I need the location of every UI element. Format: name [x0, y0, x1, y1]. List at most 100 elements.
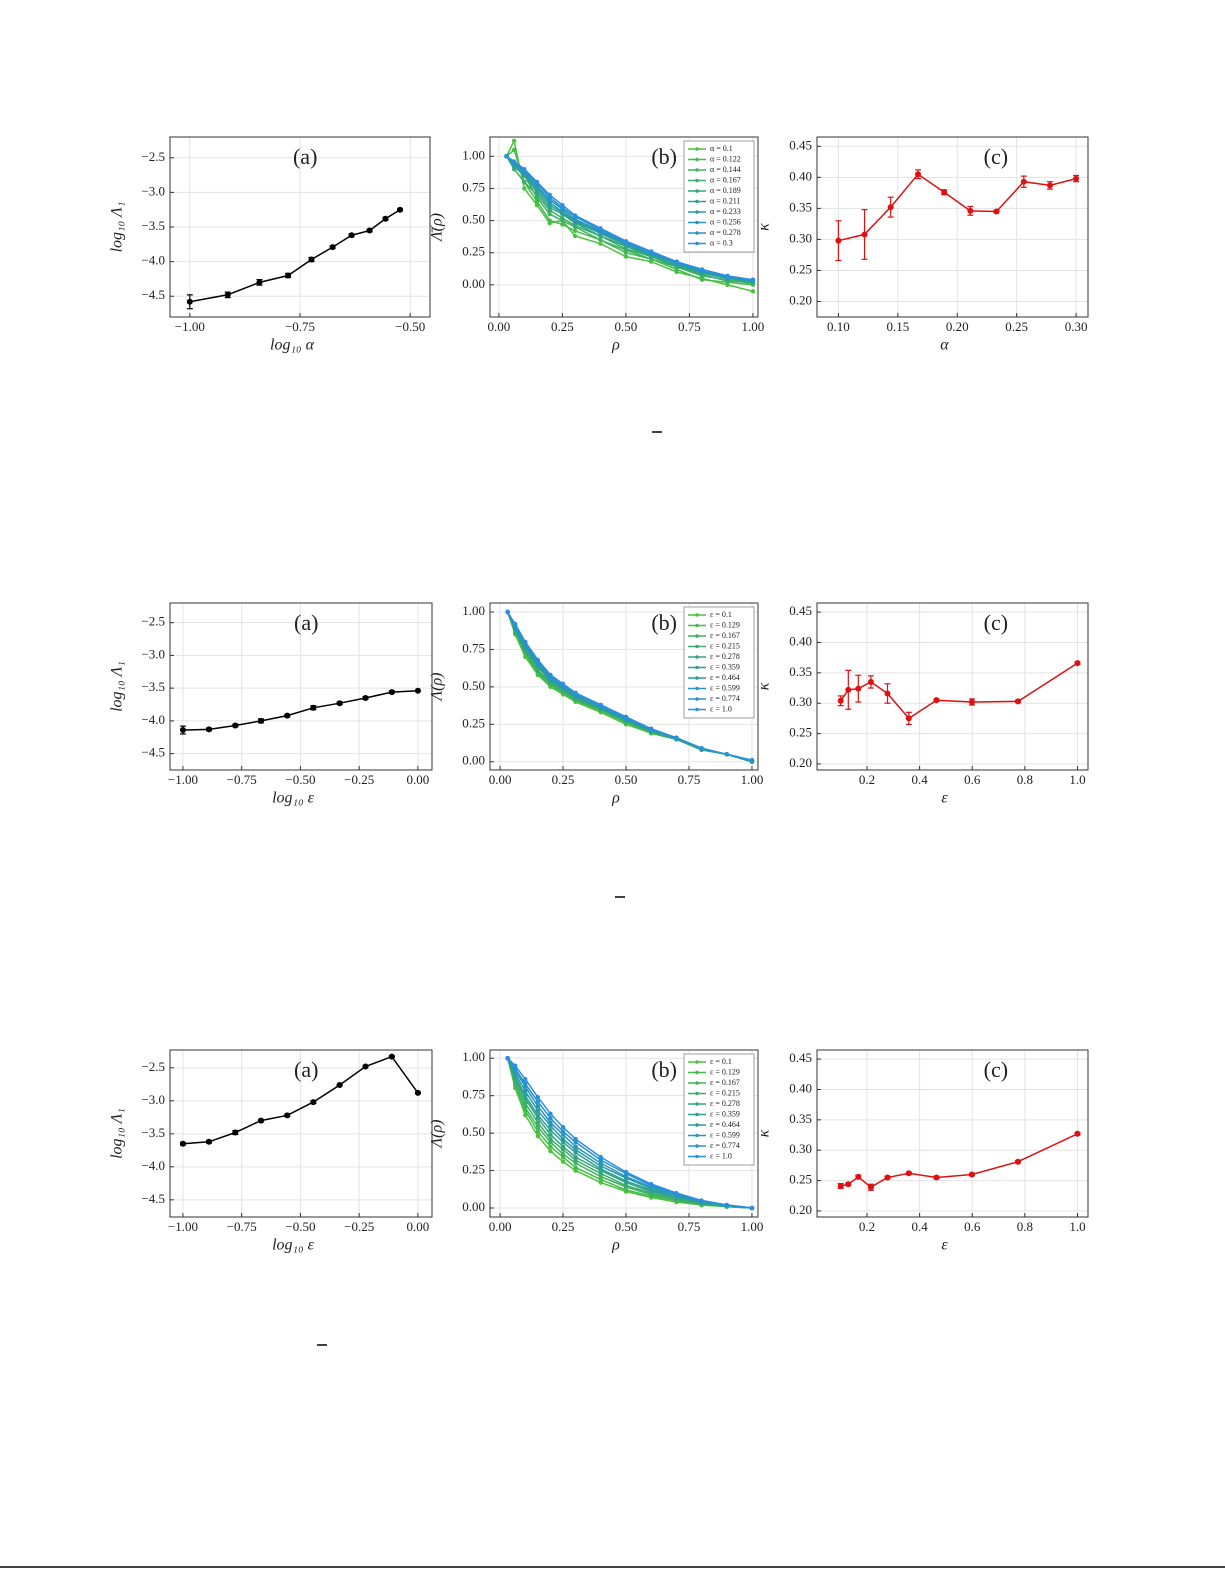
legend-label: ε = 0.1: [710, 1057, 732, 1066]
data-point: [548, 1120, 553, 1125]
x-tick-label: −0.25: [344, 1219, 374, 1234]
y-tick-label: −2.5: [141, 149, 165, 164]
y-tick-label: 0.40: [789, 168, 812, 183]
x-tick-label: 0.75: [678, 772, 701, 787]
data-point: [284, 1112, 291, 1119]
data-point: [535, 1094, 541, 1100]
data-point: [560, 202, 565, 208]
data-point: [725, 273, 730, 279]
x-tick-label: 0.25: [1005, 319, 1028, 334]
plot-frame: [489, 602, 759, 771]
plot-frame: [816, 136, 1089, 318]
y-tick-label: −4.5: [141, 745, 165, 760]
data-point: [284, 712, 291, 719]
data-point: [674, 1190, 679, 1196]
y-tick-label: 0.35: [789, 1111, 812, 1126]
data-point: [560, 1144, 566, 1149]
data-point: [560, 1159, 566, 1164]
data-point: [535, 1129, 541, 1134]
x-tick-label: 0.00: [407, 1219, 430, 1234]
x-tick-label: 0.75: [678, 319, 701, 334]
legend-label: α = 0.144: [710, 165, 741, 174]
x-tick-label: −0.75: [227, 772, 257, 787]
y-tick-label: −3.0: [141, 646, 165, 661]
y-tick-label: 0.50: [462, 678, 485, 693]
y-tick-label: 0.25: [789, 725, 812, 740]
panel-label: (c): [984, 1057, 1008, 1082]
legend-marker: [695, 231, 699, 235]
data-point: [855, 1173, 862, 1180]
x-tick-label: 0.00: [488, 319, 511, 334]
legend-label: ε = 0.464: [710, 673, 740, 682]
y-tick-label: 0.00: [462, 1199, 485, 1214]
legend-marker: [695, 1144, 699, 1148]
data-point: [845, 1181, 852, 1188]
data-point: [649, 1181, 654, 1187]
data-point: [572, 213, 578, 218]
y-tick-label: −4.0: [141, 712, 165, 727]
data-point: [750, 277, 756, 282]
legend-marker: [695, 613, 699, 617]
y-axis-label: κ: [756, 682, 773, 690]
legend-label: ε = 1.0: [710, 1151, 732, 1160]
data-point: [699, 277, 705, 282]
x-tick-label: 1.00: [742, 319, 765, 334]
legend-label: ε = 0.599: [710, 683, 740, 692]
data-point: [623, 1169, 629, 1175]
x-axis-label: log₁₀ α: [270, 337, 315, 354]
data-point: [573, 1165, 578, 1170]
data-point: [232, 722, 239, 729]
data-point: [623, 238, 629, 244]
x-tick-label: 0.25: [552, 772, 575, 787]
y-tick-label: 0.30: [789, 694, 812, 709]
panel-label: (a): [293, 144, 317, 169]
data-point: [884, 690, 891, 697]
legend-marker: [695, 220, 699, 225]
x-tick-label: 0.15: [886, 319, 909, 334]
y-tick-label: 0.50: [462, 212, 485, 227]
x-tick-label: 0.25: [552, 1219, 575, 1234]
data-point: [573, 1154, 578, 1160]
data-point: [724, 1202, 729, 1208]
data-point: [560, 222, 565, 227]
legend-marker: [695, 1133, 699, 1138]
data-point: [310, 704, 317, 711]
data-point: [674, 259, 679, 264]
series-line: [189, 209, 401, 303]
data-point: [206, 1138, 213, 1145]
plot-frame: [816, 602, 1089, 771]
data-point: [560, 1151, 566, 1157]
data-point: [968, 698, 975, 705]
x-tick-label: 0.2: [859, 1219, 875, 1234]
y-tick-label: 0.45: [789, 137, 812, 152]
x-tick-label: 0.8: [1017, 1219, 1033, 1234]
legend-label: ε = 0.464: [710, 1120, 740, 1129]
series-line: [182, 1055, 419, 1145]
y-tick-label: 0.20: [789, 755, 812, 770]
data-point: [329, 244, 336, 251]
data-point: [257, 1117, 264, 1124]
data-point: [414, 1089, 421, 1096]
y-tick-label: 0.25: [462, 1162, 485, 1177]
data-point: [257, 717, 264, 724]
y-tick-label: 1.00: [462, 1049, 485, 1064]
y-tick-label: −2.5: [141, 1059, 165, 1074]
data-point: [572, 233, 578, 239]
data-point: [336, 1081, 343, 1088]
legend-marker: [695, 157, 699, 162]
x-tick-label: 1.00: [741, 772, 764, 787]
data-point: [511, 159, 517, 164]
y-tick-label: 0.00: [462, 753, 485, 768]
data-point: [548, 1127, 553, 1133]
x-tick-label: 0.50: [615, 319, 638, 334]
data-point: [548, 1148, 553, 1154]
x-tick-label: 0.4: [911, 772, 928, 787]
series-line: [838, 173, 1077, 242]
data-point: [560, 215, 565, 221]
y-tick-label: 0.45: [789, 603, 812, 618]
data-point: [523, 639, 528, 645]
legend-label: α = 0.122: [710, 154, 741, 163]
data-point: [750, 289, 756, 294]
panel-label: (a): [294, 610, 318, 635]
series-line: [506, 1057, 753, 1209]
